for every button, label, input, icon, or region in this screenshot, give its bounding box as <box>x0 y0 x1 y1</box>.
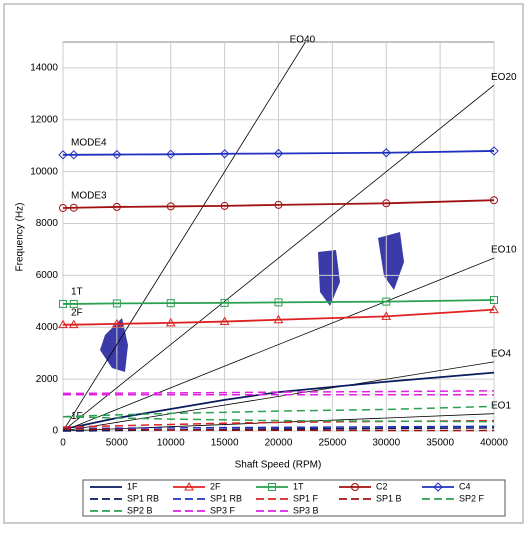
marker <box>58 319 68 329</box>
series-label: 2F <box>71 307 83 318</box>
marker <box>382 199 391 208</box>
marker <box>433 482 443 492</box>
series-line <box>63 150 495 156</box>
engine-order-label: EO10 <box>491 245 517 256</box>
series-line <box>62 405 495 418</box>
marker <box>69 150 79 160</box>
engine-order-label: EO4 <box>491 348 511 359</box>
legend-label: SP1 RB <box>210 493 242 503</box>
y-tick-label: 8000 <box>36 218 59 229</box>
marker <box>112 202 121 211</box>
x-tick-label: 20000 <box>265 438 293 449</box>
legend-label: 2F <box>210 481 221 491</box>
x-tick-label: 15000 <box>211 438 239 449</box>
series-label: MODE4 <box>71 137 107 148</box>
engine-order-label: EO20 <box>491 72 517 83</box>
series-line <box>63 390 495 395</box>
legend-label: SP1 RB <box>127 493 159 503</box>
legend-label: 1F <box>127 481 138 491</box>
marker <box>219 149 230 159</box>
marker <box>351 483 359 491</box>
y-tick-label: 4000 <box>36 322 59 333</box>
x-axis-label: Shaft Speed (RPM) <box>235 460 322 471</box>
series-line <box>62 371 495 430</box>
y-tick-label: 12000 <box>30 114 58 125</box>
marker <box>112 299 121 308</box>
series-line <box>62 199 495 209</box>
marker <box>112 149 122 160</box>
marker <box>112 318 122 328</box>
legend-label: SP3 B <box>293 505 319 515</box>
x-tick-label: 5000 <box>106 438 129 449</box>
y-tick-label: 0 <box>52 426 58 437</box>
marker <box>166 149 176 159</box>
marker <box>490 196 498 205</box>
legend-label: 1T <box>293 481 304 491</box>
marker <box>184 481 194 491</box>
marker <box>59 203 67 212</box>
legend-label: SP2 F <box>459 493 485 503</box>
legend-label: SP2 B <box>127 505 153 515</box>
marker <box>220 298 229 307</box>
y-tick-label: 2000 <box>36 374 59 385</box>
engine-order-label: EO1 <box>491 400 511 411</box>
legend-label: SP1 B <box>376 493 402 503</box>
marker <box>58 150 68 160</box>
engine-order-line <box>63 42 306 431</box>
x-tick-label: 0 <box>60 438 66 449</box>
engine-order-line <box>63 257 494 431</box>
legend-label: SP3 F <box>210 505 236 515</box>
series-line <box>62 415 495 423</box>
marker <box>274 200 283 209</box>
marker <box>69 299 78 308</box>
x-tick-label: 35000 <box>426 438 454 449</box>
marker <box>165 317 176 327</box>
marker <box>69 203 78 212</box>
x-tick-label: 10000 <box>157 438 185 449</box>
marker <box>382 297 391 306</box>
engine-order-line <box>63 361 494 431</box>
marker <box>59 299 67 308</box>
engine-order-label: EO40 <box>290 35 316 46</box>
blade-image <box>100 318 128 372</box>
marker <box>273 314 284 324</box>
marker <box>220 201 229 210</box>
marker <box>381 148 391 158</box>
series-line <box>63 299 495 305</box>
legend-label: C2 <box>376 481 388 491</box>
marker <box>490 296 498 305</box>
marker <box>219 316 230 326</box>
series-label: 1T <box>71 287 83 298</box>
y-tick-label: 10000 <box>30 166 58 177</box>
y-axis-label: Frequency (Hz) <box>15 203 26 272</box>
legend-items: 1F 2F 1T C2 C4 SP1 RB SP1 RB SP1 F SP1 B SP2 F SP2… <box>90 481 485 515</box>
marker <box>166 202 175 211</box>
marker <box>268 483 276 491</box>
series-line <box>63 308 495 326</box>
blade-image <box>318 250 340 306</box>
marker <box>381 311 392 320</box>
series-label: MODE3 <box>71 191 107 202</box>
x-tick-label: 40000 <box>480 438 508 449</box>
marker <box>273 148 284 159</box>
marker <box>489 146 499 156</box>
legend-label: SP1 F <box>293 493 319 503</box>
legend-label: C4 <box>459 481 471 491</box>
x-tick-label: 25000 <box>318 438 346 449</box>
marker <box>166 299 175 308</box>
marker <box>489 304 499 314</box>
y-tick-label: 14000 <box>30 63 58 74</box>
grid <box>62 42 495 432</box>
marker <box>274 298 283 307</box>
x-tick-label: 30000 <box>372 438 400 449</box>
y-tick-label: 6000 <box>36 270 59 281</box>
marker <box>68 319 79 329</box>
engine-order-line <box>63 84 494 431</box>
series-line <box>63 428 494 432</box>
